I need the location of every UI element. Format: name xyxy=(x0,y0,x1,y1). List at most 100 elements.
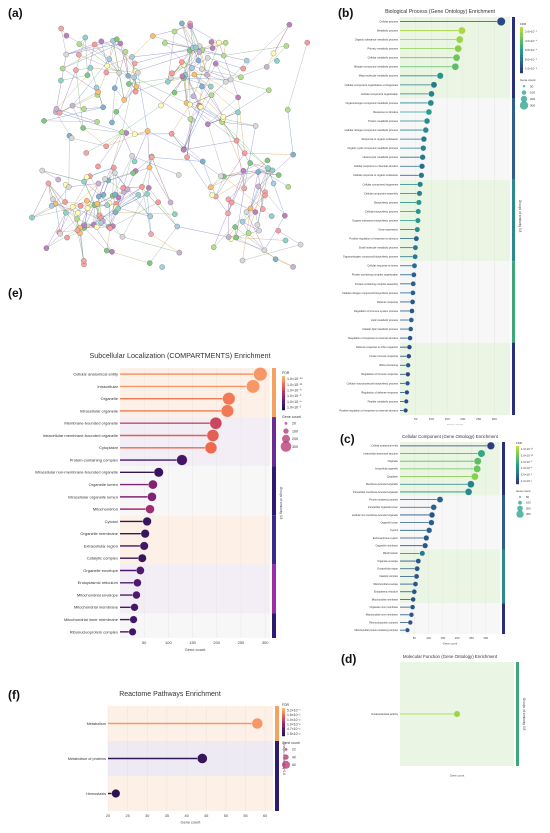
legend-fdr-swatch xyxy=(282,717,285,720)
legend-fdr-swatch xyxy=(282,393,285,395)
lollipop-point xyxy=(222,392,236,406)
network-edge xyxy=(244,152,294,155)
category-label: Cellular macromolecule biosynthetic proc… xyxy=(347,381,399,385)
network-node xyxy=(115,194,122,201)
network-node xyxy=(122,48,129,55)
network-node xyxy=(272,256,279,262)
network-edge xyxy=(146,193,178,227)
network-edge xyxy=(64,184,66,202)
network-node xyxy=(81,178,87,185)
legend-fdr-swatch xyxy=(282,730,285,732)
lollipop-point xyxy=(422,542,429,549)
network-node xyxy=(93,224,100,230)
category-label: Endomembrane system xyxy=(373,537,398,540)
network-edge xyxy=(183,107,201,150)
network-edge xyxy=(215,171,259,197)
network-node xyxy=(233,234,240,241)
network-edge xyxy=(109,194,116,229)
network-edge xyxy=(242,221,260,231)
network-node xyxy=(270,50,277,57)
category-label: Organonitrogen compound biosynthetic pro… xyxy=(343,255,399,259)
chart-subcellular-localization: Subcellular Localization (COMPARTMENTS) … xyxy=(35,351,304,652)
network-node xyxy=(195,57,202,64)
lollipop-point xyxy=(425,108,433,116)
network-edge xyxy=(222,120,244,171)
network-edge xyxy=(210,170,244,188)
network-node xyxy=(174,223,180,230)
network-edge xyxy=(59,112,123,133)
lollipop-point xyxy=(111,789,121,798)
network-edge xyxy=(250,186,259,209)
network-edge xyxy=(46,212,67,249)
x-tick-label: 25 xyxy=(126,814,130,818)
network-edge xyxy=(199,105,224,120)
network-edge xyxy=(183,78,187,103)
network-edge xyxy=(171,104,191,134)
network-node xyxy=(225,196,232,203)
x-tick-label: 50 xyxy=(142,640,147,645)
category-label: Cellular anatomical entity xyxy=(73,372,118,377)
network-node xyxy=(239,218,246,225)
category-label: Positive regulation of response to exter… xyxy=(339,408,398,412)
category-label: Organelle membrane xyxy=(80,531,118,536)
network-edge xyxy=(237,97,245,154)
category-label: Catalytic complex xyxy=(87,556,118,561)
network-edge xyxy=(171,133,203,162)
network-node xyxy=(184,154,190,160)
lollipop-point xyxy=(423,117,431,125)
network-edge xyxy=(194,74,211,87)
network-node xyxy=(129,153,135,159)
network-edge xyxy=(215,176,225,197)
lollipop-point xyxy=(412,253,418,260)
network-node xyxy=(74,227,81,234)
network-node xyxy=(74,216,80,222)
network-node xyxy=(261,247,268,254)
legend-fdr-label: 1.0×10⁻¹⁴ xyxy=(287,377,303,381)
category-label: Cellular biosynthetic process xyxy=(365,209,399,213)
network-nodes xyxy=(29,20,311,270)
legend-fdr-label: 1.0×10⁻³ xyxy=(525,66,537,70)
lollipop-point xyxy=(204,441,218,454)
network-node xyxy=(73,67,79,73)
network-edge xyxy=(287,42,308,110)
lollipop-point xyxy=(405,627,410,633)
network-edge xyxy=(31,183,49,218)
lollipop-point xyxy=(130,603,139,612)
group-band xyxy=(108,776,273,811)
network-node xyxy=(59,65,66,72)
lollipop-point xyxy=(496,17,506,26)
network-edge xyxy=(79,183,99,228)
network-node xyxy=(199,66,205,72)
network-edge xyxy=(123,187,151,217)
network-edge xyxy=(273,24,290,54)
legend-fdr-label: 1.0×10⁻² xyxy=(287,723,301,727)
network-node xyxy=(112,170,118,176)
lollipop-point xyxy=(473,465,481,473)
lollipop-point xyxy=(407,619,413,625)
network-edge xyxy=(31,201,66,218)
network-edge xyxy=(151,157,171,203)
group-bar xyxy=(512,17,515,99)
network-node xyxy=(208,92,215,98)
network-node xyxy=(245,230,252,236)
legend-fdr-swatch xyxy=(282,709,285,711)
legend-fdr-label: 1.6×10⁻³ xyxy=(287,713,301,717)
network-node xyxy=(83,150,90,156)
network-node xyxy=(104,247,110,254)
network-edge xyxy=(248,232,265,251)
group-band xyxy=(120,417,270,467)
legend-fdr-title: FDR xyxy=(516,441,522,445)
legend-fdr-swatch xyxy=(520,50,523,53)
legend-fdr-swatch xyxy=(520,70,523,74)
network-node xyxy=(284,106,291,113)
legend-fdr-swatch xyxy=(282,729,285,731)
lollipop-point xyxy=(405,362,411,368)
lollipop-point xyxy=(454,44,462,53)
category-label: Response to stimulus xyxy=(373,110,398,114)
legend-fdr-label: 1.0×10⁻⁴ xyxy=(521,466,533,470)
network-node xyxy=(218,173,224,179)
category-label: Cytoplasm xyxy=(99,445,119,450)
network-edge xyxy=(62,43,121,69)
legend-fdr-label: 1.0×10⁻¹² xyxy=(521,453,533,457)
lollipop-point xyxy=(430,81,438,89)
